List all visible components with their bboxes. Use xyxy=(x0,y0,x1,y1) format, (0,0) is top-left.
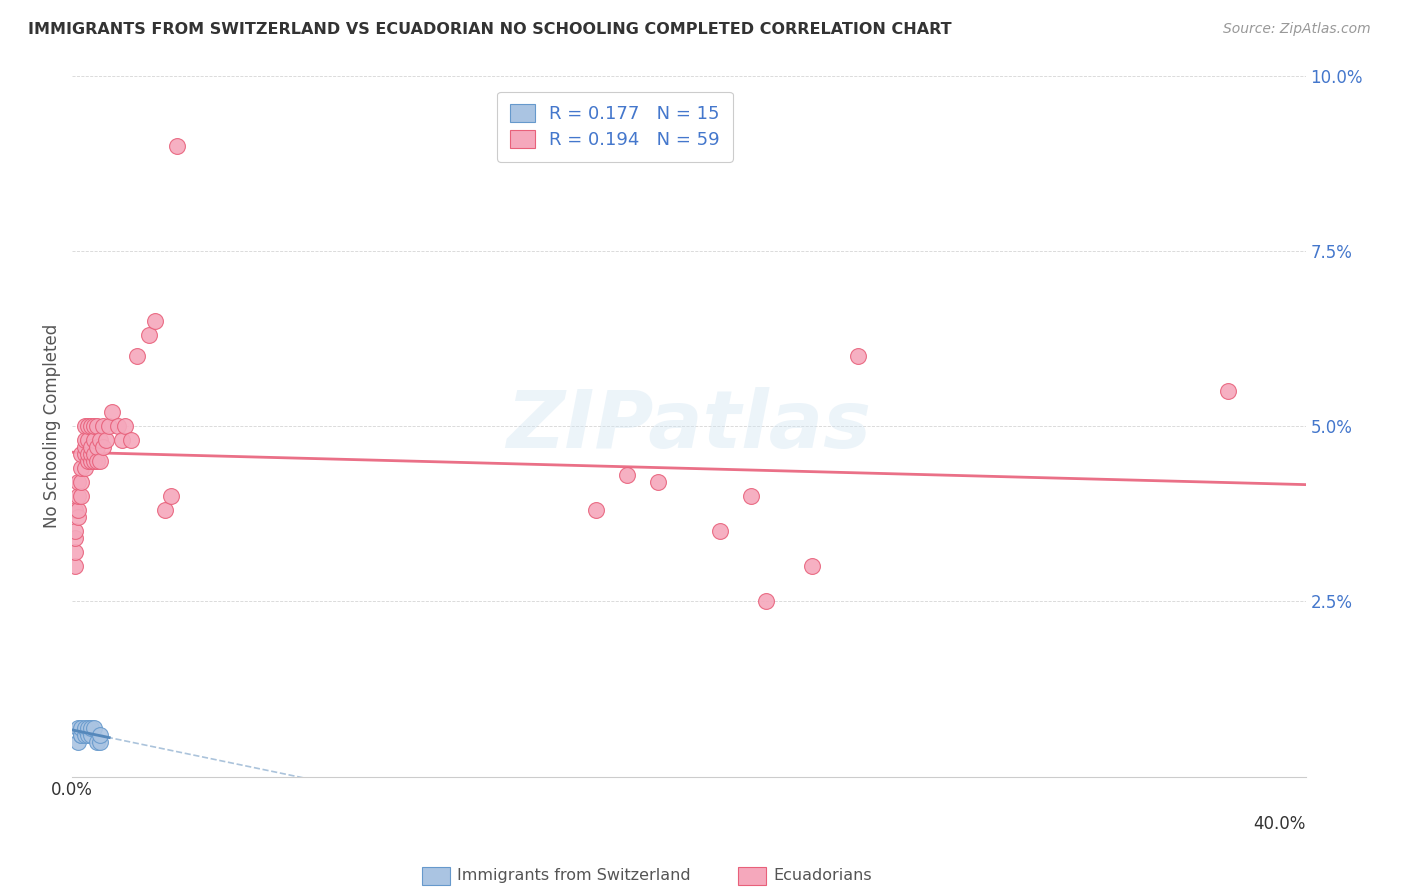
Point xyxy=(73,447,96,461)
Text: ZIPatlas: ZIPatlas xyxy=(506,387,872,465)
Point xyxy=(125,349,148,363)
Point xyxy=(70,489,93,503)
Point xyxy=(70,727,93,741)
Legend: R = 0.177   N = 15, R = 0.194   N = 59: R = 0.177 N = 15, R = 0.194 N = 59 xyxy=(498,92,733,161)
Point xyxy=(1218,384,1240,398)
Point xyxy=(80,727,103,741)
Point xyxy=(67,489,90,503)
Point xyxy=(80,419,103,434)
Point xyxy=(70,727,93,741)
Point xyxy=(848,349,870,363)
Point xyxy=(73,461,96,475)
Point xyxy=(67,503,90,517)
Point xyxy=(73,721,96,735)
Point xyxy=(76,419,98,434)
Point xyxy=(89,734,111,748)
Point xyxy=(65,531,87,545)
Point xyxy=(67,475,90,490)
Point xyxy=(80,454,103,468)
Point xyxy=(73,419,96,434)
Point xyxy=(740,489,762,503)
Point xyxy=(616,468,638,483)
Point xyxy=(91,440,114,454)
Text: 40.0%: 40.0% xyxy=(1253,815,1306,833)
Point xyxy=(166,138,188,153)
Point xyxy=(94,433,117,447)
Point xyxy=(67,734,90,748)
Point xyxy=(86,419,108,434)
Point xyxy=(86,734,108,748)
Point xyxy=(110,433,132,447)
Text: IMMIGRANTS FROM SWITZERLAND VS ECUADORIAN NO SCHOOLING COMPLETED CORRELATION CHA: IMMIGRANTS FROM SWITZERLAND VS ECUADORIA… xyxy=(28,22,952,37)
Point xyxy=(160,489,183,503)
Point xyxy=(83,721,105,735)
Point xyxy=(73,727,96,741)
Point xyxy=(709,524,731,539)
Point xyxy=(73,433,96,447)
Point xyxy=(80,447,103,461)
Point xyxy=(138,327,160,342)
Point xyxy=(76,433,98,447)
Point xyxy=(70,461,93,475)
Point xyxy=(65,503,87,517)
Point xyxy=(80,721,103,735)
Point xyxy=(755,594,778,608)
Point xyxy=(89,433,111,447)
Point xyxy=(76,447,98,461)
Text: Immigrants from Switzerland: Immigrants from Switzerland xyxy=(457,869,690,883)
Text: Ecuadorians: Ecuadorians xyxy=(773,869,872,883)
Y-axis label: No Schooling Completed: No Schooling Completed xyxy=(44,324,60,528)
Point xyxy=(70,475,93,490)
Text: Source: ZipAtlas.com: Source: ZipAtlas.com xyxy=(1223,22,1371,37)
Point xyxy=(89,454,111,468)
Point xyxy=(83,447,105,461)
Point xyxy=(67,510,90,524)
Point xyxy=(65,524,87,539)
Point xyxy=(91,419,114,434)
Point xyxy=(801,559,824,574)
Point xyxy=(76,727,98,741)
Point xyxy=(65,545,87,559)
Point xyxy=(114,419,136,434)
Point xyxy=(86,454,108,468)
Point xyxy=(83,419,105,434)
Point xyxy=(585,503,607,517)
Point xyxy=(83,433,105,447)
Point xyxy=(98,419,121,434)
Point xyxy=(86,440,108,454)
Point xyxy=(67,721,90,735)
Point xyxy=(120,433,142,447)
Point xyxy=(70,721,93,735)
Point xyxy=(73,440,96,454)
Point xyxy=(145,314,167,328)
Point xyxy=(101,405,124,419)
Point xyxy=(80,440,103,454)
Point xyxy=(70,447,93,461)
Point xyxy=(65,559,87,574)
Point xyxy=(153,503,176,517)
Point xyxy=(76,721,98,735)
Point xyxy=(83,454,105,468)
Point xyxy=(107,419,129,434)
Point xyxy=(647,475,669,490)
Point xyxy=(76,454,98,468)
Point xyxy=(89,727,111,741)
